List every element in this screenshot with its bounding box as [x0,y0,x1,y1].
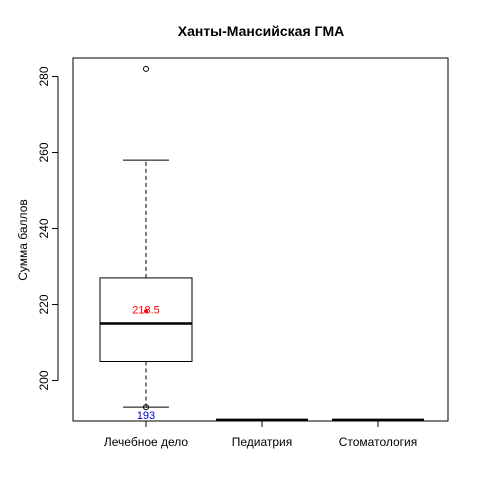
outlier-point [143,404,149,411]
x-axis: Лечебное дело Педиатрия Стоматология [104,420,418,449]
y-tick-label: 220 [37,294,51,314]
y-tick-label: 260 [37,142,51,162]
y-tick-label: 200 [37,370,51,390]
x-tick-label: Лечебное дело [104,435,189,449]
y-tick-label: 240 [37,218,51,238]
plot-frame [72,57,449,422]
box-group: 218.5 193 [99,65,424,422]
chart-title: Ханты-Мансийская ГМА [178,23,344,39]
mean-point [144,309,148,314]
min-label: 193 [137,410,155,422]
outlier-point [143,65,149,72]
y-axis-label: Сумма баллов [16,199,30,281]
x-tick-label: Педиатрия [232,435,293,449]
y-axis: 200 220 240 260 280 [37,66,59,391]
iqr-box [99,277,193,362]
y-tick-label: 280 [37,66,51,86]
x-tick-label: Стоматология [339,435,418,449]
mean-label: 218.5 [132,305,160,317]
